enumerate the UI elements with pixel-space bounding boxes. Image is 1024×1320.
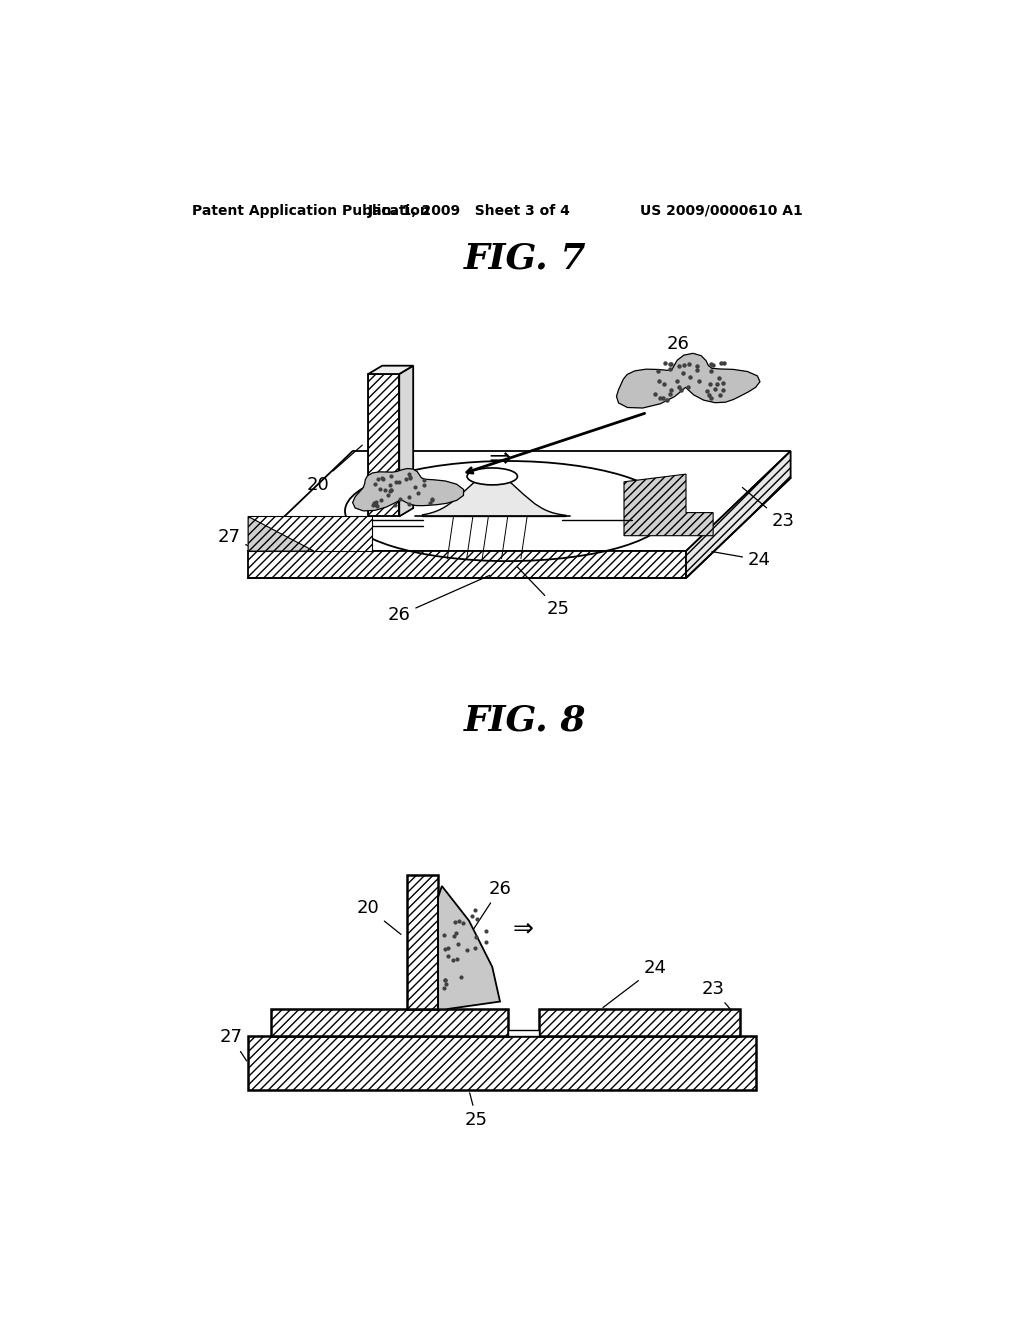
Text: 23: 23 <box>701 979 738 1019</box>
Polygon shape <box>407 874 438 1010</box>
Text: FIG. 7: FIG. 7 <box>464 242 586 276</box>
Polygon shape <box>248 552 686 578</box>
Polygon shape <box>352 469 464 511</box>
Text: Patent Application Publication: Patent Application Publication <box>191 203 429 218</box>
Text: 26: 26 <box>667 335 690 354</box>
Polygon shape <box>399 366 414 516</box>
Text: 25: 25 <box>517 568 569 618</box>
Ellipse shape <box>467 469 517 484</box>
Polygon shape <box>369 366 414 374</box>
Polygon shape <box>271 1010 508 1036</box>
Polygon shape <box>438 886 500 1010</box>
Polygon shape <box>248 516 372 552</box>
Text: FIG. 8: FIG. 8 <box>464 704 586 738</box>
Polygon shape <box>616 354 760 408</box>
Text: 24: 24 <box>603 960 667 1007</box>
Text: 27: 27 <box>217 528 257 550</box>
Text: 20: 20 <box>356 899 401 935</box>
Polygon shape <box>248 516 314 552</box>
Text: 25: 25 <box>465 1093 488 1129</box>
Polygon shape <box>248 1036 756 1090</box>
Polygon shape <box>539 1010 740 1036</box>
Text: 24: 24 <box>712 550 771 569</box>
Text: 20: 20 <box>306 445 362 494</box>
Text: Jan. 1, 2009   Sheet 3 of 4: Jan. 1, 2009 Sheet 3 of 4 <box>368 203 570 218</box>
Text: ⇒: ⇒ <box>488 445 512 473</box>
Text: ⇒: ⇒ <box>513 916 534 940</box>
Polygon shape <box>508 1030 539 1036</box>
Text: 27: 27 <box>220 1028 247 1061</box>
Text: 26: 26 <box>388 576 489 624</box>
Polygon shape <box>248 451 791 552</box>
Polygon shape <box>686 451 791 578</box>
Polygon shape <box>369 374 399 516</box>
Polygon shape <box>624 474 713 536</box>
Text: 26: 26 <box>470 879 511 933</box>
Text: 23: 23 <box>742 487 795 531</box>
Polygon shape <box>423 474 566 516</box>
Text: US 2009/0000610 A1: US 2009/0000610 A1 <box>640 203 802 218</box>
